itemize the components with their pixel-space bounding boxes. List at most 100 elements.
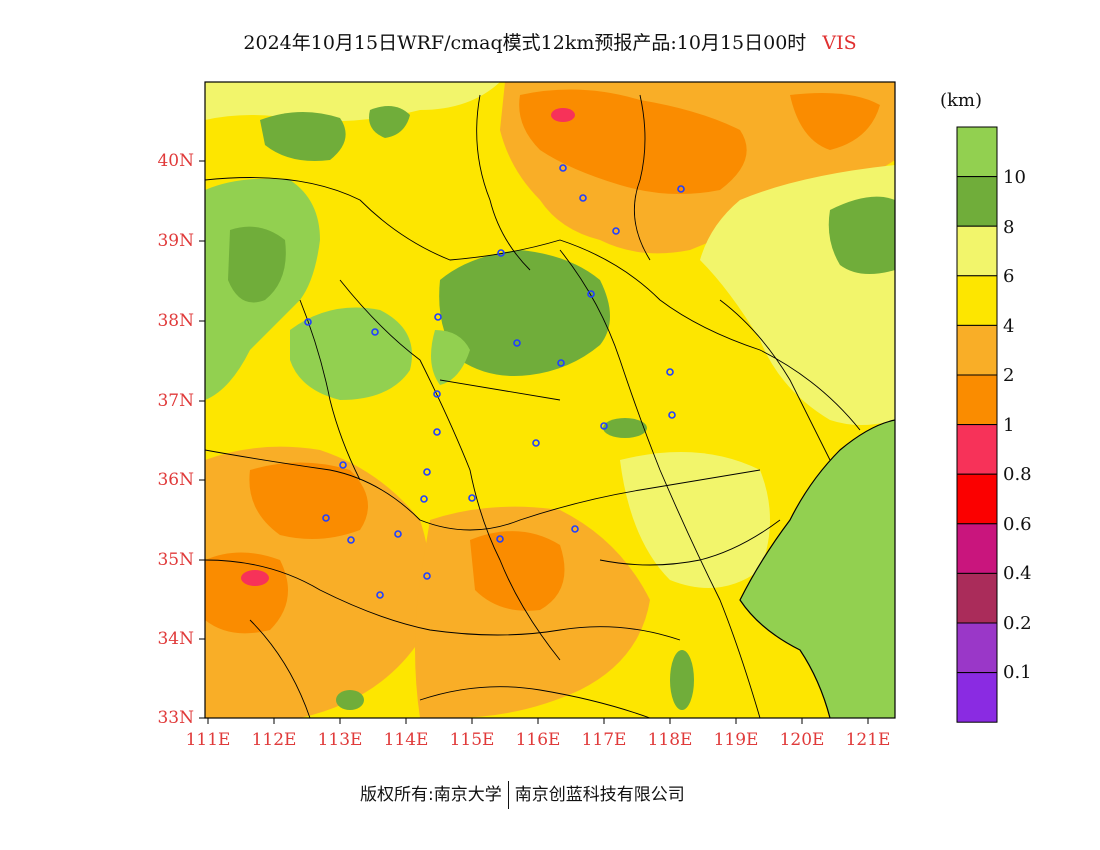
lat-label-33n: 33N <box>157 708 194 728</box>
station-circle-icon <box>394 530 402 538</box>
lat-label-40n: 40N <box>157 151 194 171</box>
colorbar-unit: (km) <box>940 90 983 111</box>
lon-label-121e: 121E <box>845 730 891 750</box>
field-green-pocket-1 <box>603 418 647 438</box>
lon-label-116e: 116E <box>515 730 561 750</box>
colorbar-label: 0.6 <box>1003 514 1032 535</box>
coastline <box>739 419 895 718</box>
station-circle-icon <box>587 290 595 298</box>
station-circle-icon <box>496 535 504 543</box>
lat-label-39n: 39N <box>157 231 194 251</box>
footer-divider <box>507 781 509 809</box>
colorbar-label: 0.4 <box>1003 563 1032 584</box>
station-circle-icon <box>557 359 565 367</box>
field-green-pocket-2 <box>670 650 694 710</box>
station-circle-icon <box>423 468 431 476</box>
field-nw-green-2 <box>369 106 410 138</box>
field-se-pale <box>620 452 770 588</box>
colorbar-label: 1 <box>1003 415 1015 436</box>
colorbar-swatch <box>956 473 998 525</box>
station-circle-icon <box>322 514 330 522</box>
field-central-light-green <box>431 330 470 385</box>
copyright-company: 南京创蓝科技有限公司 <box>514 785 685 805</box>
station-circle-icon <box>600 422 608 430</box>
lon-label-119e: 119E <box>713 730 759 750</box>
station-circle-icon <box>468 494 476 502</box>
field-green-pocket-3 <box>336 690 364 710</box>
field-south-dark-orange <box>470 531 565 611</box>
copyright-footer: 版权所有:南京大学 南京创蓝科技有限公司 <box>360 780 685 809</box>
field-red-spot-north <box>551 108 575 122</box>
colorbar-label: 0.8 <box>1003 464 1032 485</box>
station-circle-icon <box>677 185 685 193</box>
station-circle-icon <box>532 439 540 447</box>
map-frame <box>204 81 896 719</box>
lon-label-118e: 118E <box>647 730 693 750</box>
colorbar-swatch <box>956 622 998 674</box>
field-north-pale <box>205 82 500 122</box>
field-sw-dark-orange <box>249 462 368 539</box>
lon-ticks <box>207 718 869 724</box>
lat-ticks <box>199 160 205 719</box>
colorbar-swatch <box>956 672 998 723</box>
field-east-green <box>828 196 895 274</box>
colorbar-label: 0.1 <box>1003 662 1032 683</box>
station-circle-icon <box>376 591 384 599</box>
colorbar-label: 6 <box>1003 266 1015 287</box>
colorbar-label: 10 <box>1003 167 1026 188</box>
station-circle-icon <box>420 495 428 503</box>
lon-label-112e: 112E <box>251 730 297 750</box>
visibility-field <box>205 82 895 718</box>
station-circle-icon <box>513 339 521 347</box>
lat-label-37n: 37N <box>157 391 194 411</box>
colorbar-label: 8 <box>1003 217 1015 238</box>
colorbar-swatch <box>956 176 998 227</box>
station-circle-icon <box>579 194 587 202</box>
colorbar-swatch <box>956 374 998 426</box>
lon-label-117e: 117E <box>581 730 627 750</box>
field-ne-orange-2 <box>790 92 880 150</box>
station-circle-icon <box>668 411 676 419</box>
station-circle-icon <box>433 428 441 436</box>
station-circle-icon <box>612 227 620 235</box>
lat-label-35n: 35N <box>157 550 194 570</box>
colorbar-swatch <box>956 324 998 376</box>
colorbar <box>956 126 998 723</box>
station-circle-icon <box>571 525 579 533</box>
lon-label-113e: 113E <box>317 730 363 750</box>
colorbar-label: 4 <box>1003 316 1015 337</box>
colorbar-swatch <box>956 275 998 326</box>
station-circle-icon <box>423 572 431 580</box>
colorbar-label: 2 <box>1003 365 1015 386</box>
field-nw-green <box>260 111 346 161</box>
lon-label-120e: 120E <box>779 730 825 750</box>
lon-label-114e: 114E <box>383 730 429 750</box>
map-title: 2024年10月15日WRF/cmaq模式12km预报产品:10月15日00时 … <box>0 28 1100 55</box>
lat-label-38n: 38N <box>157 311 194 331</box>
station-circle-icon <box>371 328 379 336</box>
field-central-green <box>439 250 610 376</box>
station-markers <box>304 164 685 599</box>
station-circle-icon <box>559 164 567 172</box>
station-circle-icon <box>339 461 347 469</box>
station-circle-icon <box>347 536 355 544</box>
lat-label-36n: 36N <box>157 470 194 490</box>
colorbar-swatch <box>956 424 998 475</box>
boundary-lines <box>205 94 861 718</box>
station-circle-icon <box>304 318 312 326</box>
title-main: 2024年10月15日WRF/cmaq模式12km预报产品:10月15日00时 <box>243 32 807 54</box>
lon-label-111e: 111E <box>185 730 231 750</box>
field-west-dark-green <box>228 226 286 303</box>
colorbar-swatch <box>956 126 998 178</box>
station-circle-icon <box>497 249 505 257</box>
station-circle-icon <box>434 313 442 321</box>
field-sea-green <box>740 420 895 718</box>
field-ne-orange <box>519 89 747 194</box>
field-west-green-2 <box>290 307 412 400</box>
lon-label-115e: 115E <box>449 730 495 750</box>
station-circle-icon <box>433 390 441 398</box>
copyright-owner: 版权所有:南京大学 <box>360 785 502 805</box>
station-circle-icon <box>666 368 674 376</box>
colorbar-swatch <box>956 572 998 624</box>
